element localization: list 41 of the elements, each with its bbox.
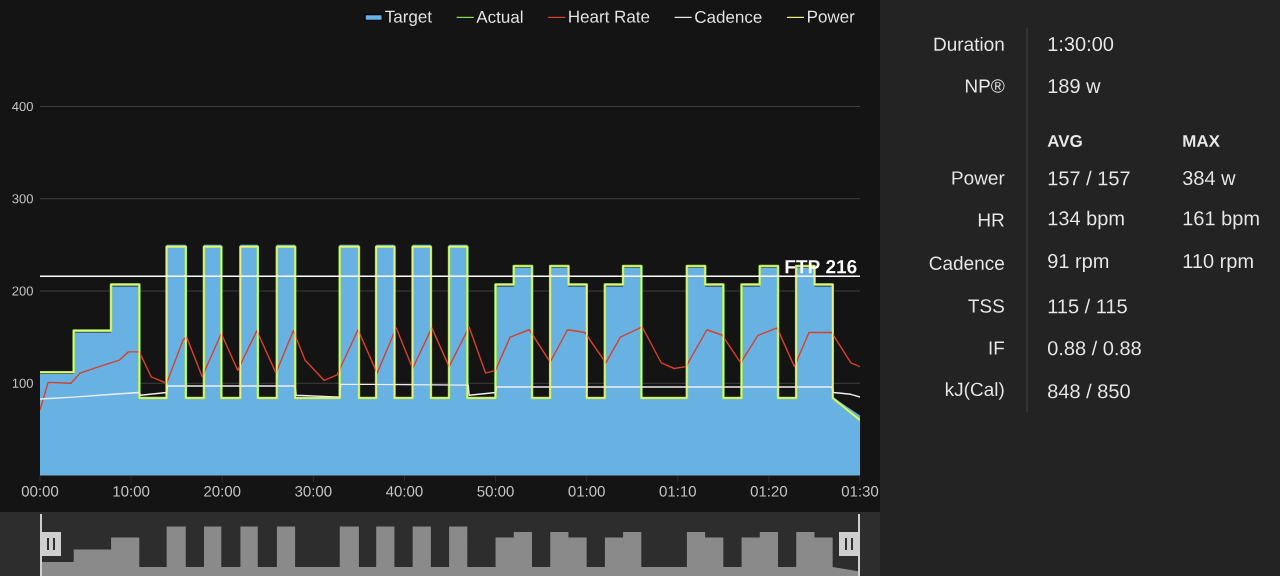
text: Cadence	[929, 256, 1004, 270]
x-tick-label: 30:00	[295, 486, 332, 497]
x-tick-label: 01:00	[568, 486, 605, 497]
text: Duration	[934, 37, 1004, 51]
text: AVG	[1047, 134, 1082, 148]
legend-label: Target	[385, 10, 432, 27]
text: 161 bpm	[1183, 210, 1259, 230]
text: MAX	[1183, 135, 1220, 147]
text: HR	[978, 213, 1004, 227]
text: 134 bpm	[1048, 210, 1124, 230]
x-tick-label: 01:20	[750, 486, 788, 497]
legend-label: Cadence	[695, 10, 762, 23]
legend-label: Power	[808, 10, 855, 23]
text: kJ(Cal)	[945, 382, 1004, 400]
text: TSS	[968, 299, 1004, 313]
legend-label: Heart Rate	[569, 10, 650, 23]
x-tick-label: 50:00	[477, 486, 514, 497]
text: IF	[989, 341, 1005, 355]
y-tick-label: 300	[12, 194, 33, 204]
text: 189 w	[1048, 78, 1101, 94]
text: 384 w	[1182, 170, 1236, 186]
text: 115 / 115	[1048, 298, 1127, 314]
text: 157 / 157	[1048, 170, 1130, 186]
text: 91 rpm	[1048, 253, 1109, 273]
legend-label: Actual	[476, 10, 523, 23]
x-tick-label: 01:30	[841, 486, 879, 497]
y-tick-label: 100	[12, 378, 33, 388]
x-tick-label: 40:00	[386, 486, 423, 497]
x-tick-label: 00:00	[21, 486, 59, 497]
text: 1:30:00	[1048, 36, 1114, 52]
x-tick-label: 10:00	[113, 486, 150, 497]
y-tick-label: 200	[12, 286, 33, 296]
y-tick-label: 400	[12, 101, 33, 112]
x-tick-label: 01:10	[659, 486, 696, 497]
text: 110 rpm	[1183, 253, 1253, 273]
text: Power	[952, 171, 1005, 185]
x-tick-label: 20:00	[204, 486, 241, 497]
ref-line-label: FTP 216	[785, 259, 857, 274]
text: 0.88 / 0.88	[1048, 340, 1141, 356]
text: NP®	[965, 79, 1005, 93]
text: 848 / 850	[1048, 383, 1130, 399]
